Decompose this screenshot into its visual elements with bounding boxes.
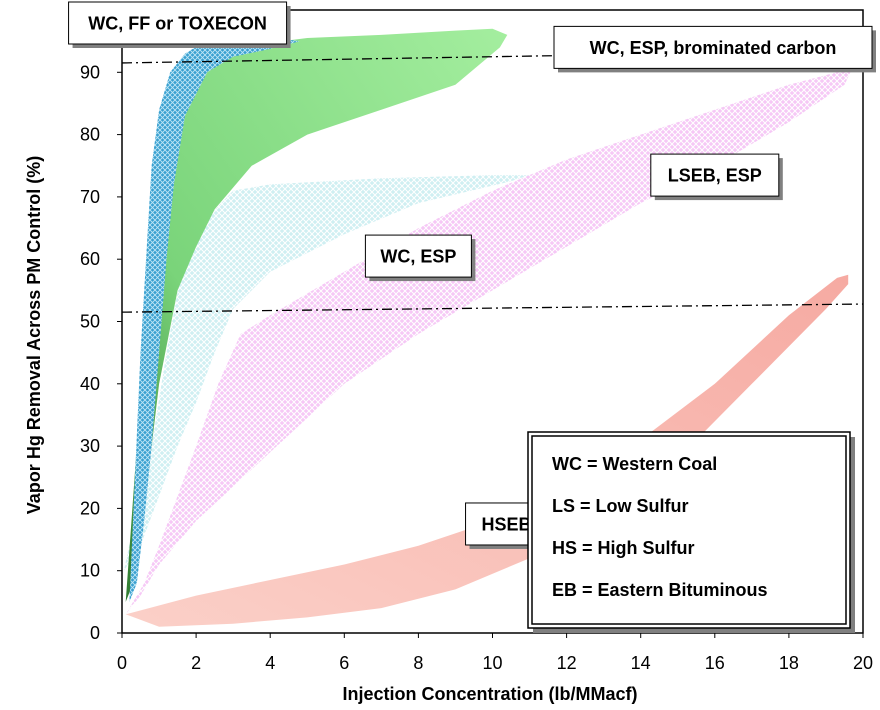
annotation-text: WC, FF or TOXECON xyxy=(88,14,267,34)
y-tick-label: 10 xyxy=(80,561,100,581)
annotation-text: LSEB, ESP xyxy=(668,166,762,186)
annotation-wc-esp-brominated-carbon: WC, ESP, brominated carbon xyxy=(553,25,876,73)
legend-item: HS = High Sulfur xyxy=(552,538,695,558)
y-tick-label: 0 xyxy=(90,623,100,643)
region-hseb-esp xyxy=(125,274,849,627)
x-tick-label: 10 xyxy=(482,653,502,673)
annotation-text: WC, ESP, brominated carbon xyxy=(590,38,837,58)
y-tick-label: 50 xyxy=(80,312,100,332)
y-tick-label: 60 xyxy=(80,249,100,269)
x-tick-label: 18 xyxy=(779,653,799,673)
y-axis-label: Vapor Hg Removal Across PM Control (%) xyxy=(24,156,44,514)
x-tick-label: 6 xyxy=(339,653,349,673)
x-axis-label: Injection Concentration (lb/MMacf) xyxy=(343,684,638,704)
y-tick-label: 20 xyxy=(80,498,100,518)
annotation-wc-esp: WC, ESP xyxy=(364,234,476,282)
y-tick-label: 30 xyxy=(80,436,100,456)
annotation-wc-ff-or-toxecon: WC, FF or TOXECON xyxy=(68,1,291,48)
axis-ticks: 024681012141618200102030405060708090100 xyxy=(70,0,873,673)
y-tick-label: 80 xyxy=(80,125,100,145)
x-tick-label: 8 xyxy=(413,653,423,673)
legend-box: WC = Western Coal LS = Low Sulfur HS = Hig… xyxy=(527,431,855,633)
annotation-text: WC, ESP xyxy=(380,247,456,267)
x-tick-label: 12 xyxy=(557,653,577,673)
region-wc-esp xyxy=(123,175,530,571)
legend-item: EB = Eastern Bituminous xyxy=(552,580,768,600)
y-tick-label: 40 xyxy=(80,374,100,394)
legend-item: WC = Western Coal xyxy=(552,454,717,474)
region-wc-esp-brominated-carbon xyxy=(125,28,508,602)
reference-line-1 xyxy=(121,49,864,64)
region-wc-ff-or-toxecon xyxy=(129,38,300,602)
x-tick-label: 16 xyxy=(705,653,725,673)
chart-regions xyxy=(123,28,852,627)
reference-lines xyxy=(121,49,864,313)
x-tick-label: 4 xyxy=(265,653,275,673)
y-tick-label: 90 xyxy=(80,62,100,82)
annotation-lseb-esp: LSEB, ESP xyxy=(650,153,783,201)
y-tick-label: 70 xyxy=(80,187,100,207)
legend-item: LS = Low Sulfur xyxy=(552,496,689,516)
x-tick-label: 14 xyxy=(631,653,651,673)
region-lseb-esp xyxy=(125,69,852,615)
x-tick-label: 2 xyxy=(191,653,201,673)
x-tick-label: 20 xyxy=(853,653,873,673)
reference-line-2 xyxy=(121,303,864,313)
x-tick-label: 0 xyxy=(117,653,127,673)
